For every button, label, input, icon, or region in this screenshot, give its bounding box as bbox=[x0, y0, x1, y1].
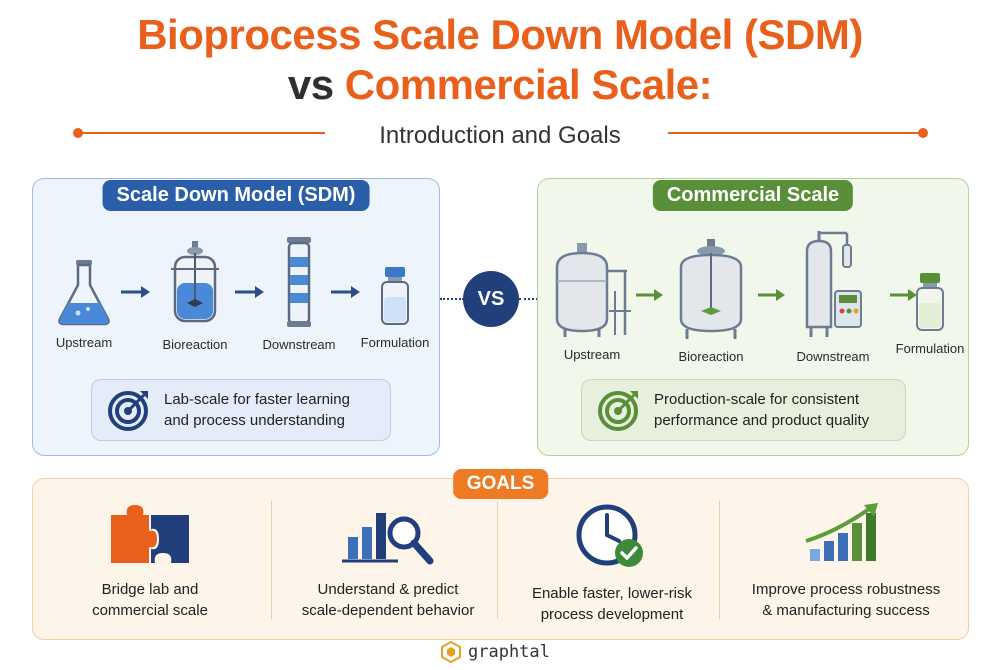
arrow-right-icon bbox=[121, 286, 150, 298]
sdm-goal-line-1: Lab-scale for faster learning bbox=[164, 391, 350, 408]
sdm-panel-label: Scale Down Model (SDM) bbox=[102, 180, 370, 211]
puzzle-icon bbox=[111, 505, 189, 563]
sdm-step-formulation: Formulation bbox=[359, 265, 431, 350]
vs-connector-right bbox=[519, 298, 538, 300]
hexagon-logo-icon bbox=[441, 641, 461, 663]
goal-line-2: & manufacturing success bbox=[762, 602, 930, 619]
goal-item: Improve process robustness & manufacturi… bbox=[729, 501, 963, 631]
commercial-step-upstream: Upstream bbox=[544, 241, 640, 362]
commercial-goal-box: Production-scale for consistent performa… bbox=[581, 379, 906, 441]
sdm-step-label: Upstream bbox=[55, 335, 113, 350]
brand-logo: graphtal bbox=[440, 638, 550, 666]
subtitle-row: Introduction and Goals bbox=[0, 122, 1000, 152]
brand-name: graphtal bbox=[468, 642, 550, 662]
commercial-goal-line-2: performance and product quality bbox=[654, 412, 870, 429]
goals-section: GOALS Bridge lab and commercial scale Un… bbox=[32, 469, 969, 640]
sdm-step-downstream: Downstream bbox=[257, 235, 341, 352]
arrow-right-icon bbox=[331, 286, 360, 298]
goal-divider bbox=[719, 501, 720, 619]
arrow-right-icon bbox=[890, 289, 917, 301]
commercial-step-label: Upstream bbox=[563, 347, 621, 362]
chromatography-column-icon bbox=[287, 237, 311, 327]
sdm-step-bioreaction: Bioreaction bbox=[153, 239, 237, 352]
clock-check-icon bbox=[576, 504, 643, 567]
purification-skid-icon bbox=[805, 231, 862, 337]
goal-item: Enable faster, lower-risk process develo… bbox=[495, 501, 729, 631]
sdm-goal-box: Lab-scale for faster learning and proces… bbox=[91, 379, 391, 441]
sdm-step-label: Bioreaction bbox=[162, 337, 228, 352]
goals-label: GOALS bbox=[452, 469, 549, 499]
target-icon bbox=[598, 391, 638, 431]
goal-line-2: scale-dependent behavior bbox=[301, 602, 475, 619]
arrow-right-icon bbox=[758, 289, 785, 301]
target-icon bbox=[108, 391, 148, 431]
goal-line-1: Understand & predict bbox=[317, 581, 459, 598]
goal-divider bbox=[497, 501, 498, 619]
rule-dot-left bbox=[73, 128, 83, 138]
arrow-right-icon bbox=[636, 289, 663, 301]
growth-chart-icon bbox=[805, 503, 878, 561]
page-title: Bioprocess Scale Down Model (SDM) vs Com… bbox=[0, 10, 1000, 110]
title-commercial-text: Commercial Scale: bbox=[344, 61, 713, 108]
flask-icon bbox=[58, 260, 110, 326]
chart-magnifier-icon bbox=[342, 513, 434, 565]
subtitle: Introduction and Goals bbox=[379, 122, 621, 149]
commercial-step-bioreaction: Bioreaction bbox=[666, 237, 756, 364]
commercial-goal-text: Production-scale for consistent performa… bbox=[654, 389, 869, 431]
sdm-panel: Scale Down Model (SDM) Upstream Bioreact… bbox=[32, 178, 440, 456]
commercial-step-label: Downstream bbox=[796, 349, 870, 364]
commercial-panel-label: Commercial Scale bbox=[652, 180, 854, 211]
sdm-step-upstream: Upstream bbox=[43, 257, 125, 350]
goal-line-1: Enable faster, lower-risk bbox=[531, 585, 693, 602]
goal-item: Bridge lab and commercial scale bbox=[33, 501, 267, 631]
sdm-goal-text: Lab-scale for faster learning and proces… bbox=[164, 389, 350, 431]
goal-text: Enable faster, lower-risk process develo… bbox=[495, 583, 729, 625]
bioreactor-icon bbox=[171, 241, 219, 323]
rule-dot-right bbox=[918, 128, 928, 138]
goal-line-2: commercial scale bbox=[92, 602, 208, 619]
industrial-tank-icon bbox=[555, 243, 631, 337]
commercial-step-label: Formulation bbox=[895, 341, 965, 356]
vs-badge: VS bbox=[463, 271, 519, 327]
title-line-2: vs Commercial Scale: bbox=[0, 60, 1000, 110]
sdm-step-label: Downstream bbox=[262, 337, 336, 352]
goal-line-1: Improve process robustness bbox=[751, 581, 941, 598]
commercial-goal-line-1: Production-scale for consistent bbox=[654, 391, 860, 408]
arrow-right-icon bbox=[235, 286, 264, 298]
rule-left bbox=[80, 132, 325, 134]
goal-divider bbox=[271, 501, 272, 619]
bottle-icon bbox=[916, 273, 944, 331]
title-line-1: Bioprocess Scale Down Model (SDM) bbox=[137, 11, 863, 58]
goal-text: Understand & predict scale-dependent beh… bbox=[271, 579, 505, 621]
goal-line-1: Bridge lab and bbox=[101, 581, 199, 598]
title-vs-text: vs bbox=[287, 61, 345, 108]
commercial-step-label: Bioreaction bbox=[678, 349, 744, 364]
goal-line-2: process development bbox=[540, 606, 684, 623]
industrial-bioreactor-icon bbox=[679, 239, 743, 339]
goal-text: Improve process robustness & manufacturi… bbox=[729, 579, 963, 621]
goal-item: Understand & predict scale-dependent beh… bbox=[271, 501, 505, 631]
commercial-panel: Commercial Scale Upstream Bioreaction bbox=[537, 178, 969, 456]
commercial-step-downstream: Downstream bbox=[788, 227, 878, 364]
sdm-goal-line-2: and process understanding bbox=[164, 412, 345, 429]
rule-right bbox=[668, 132, 923, 134]
goal-text: Bridge lab and commercial scale bbox=[33, 579, 267, 621]
sdm-step-label: Formulation bbox=[360, 335, 430, 350]
vs-connector-left bbox=[440, 298, 464, 300]
vial-icon bbox=[381, 267, 409, 325]
commercial-step-formulation: Formulation bbox=[894, 271, 966, 356]
